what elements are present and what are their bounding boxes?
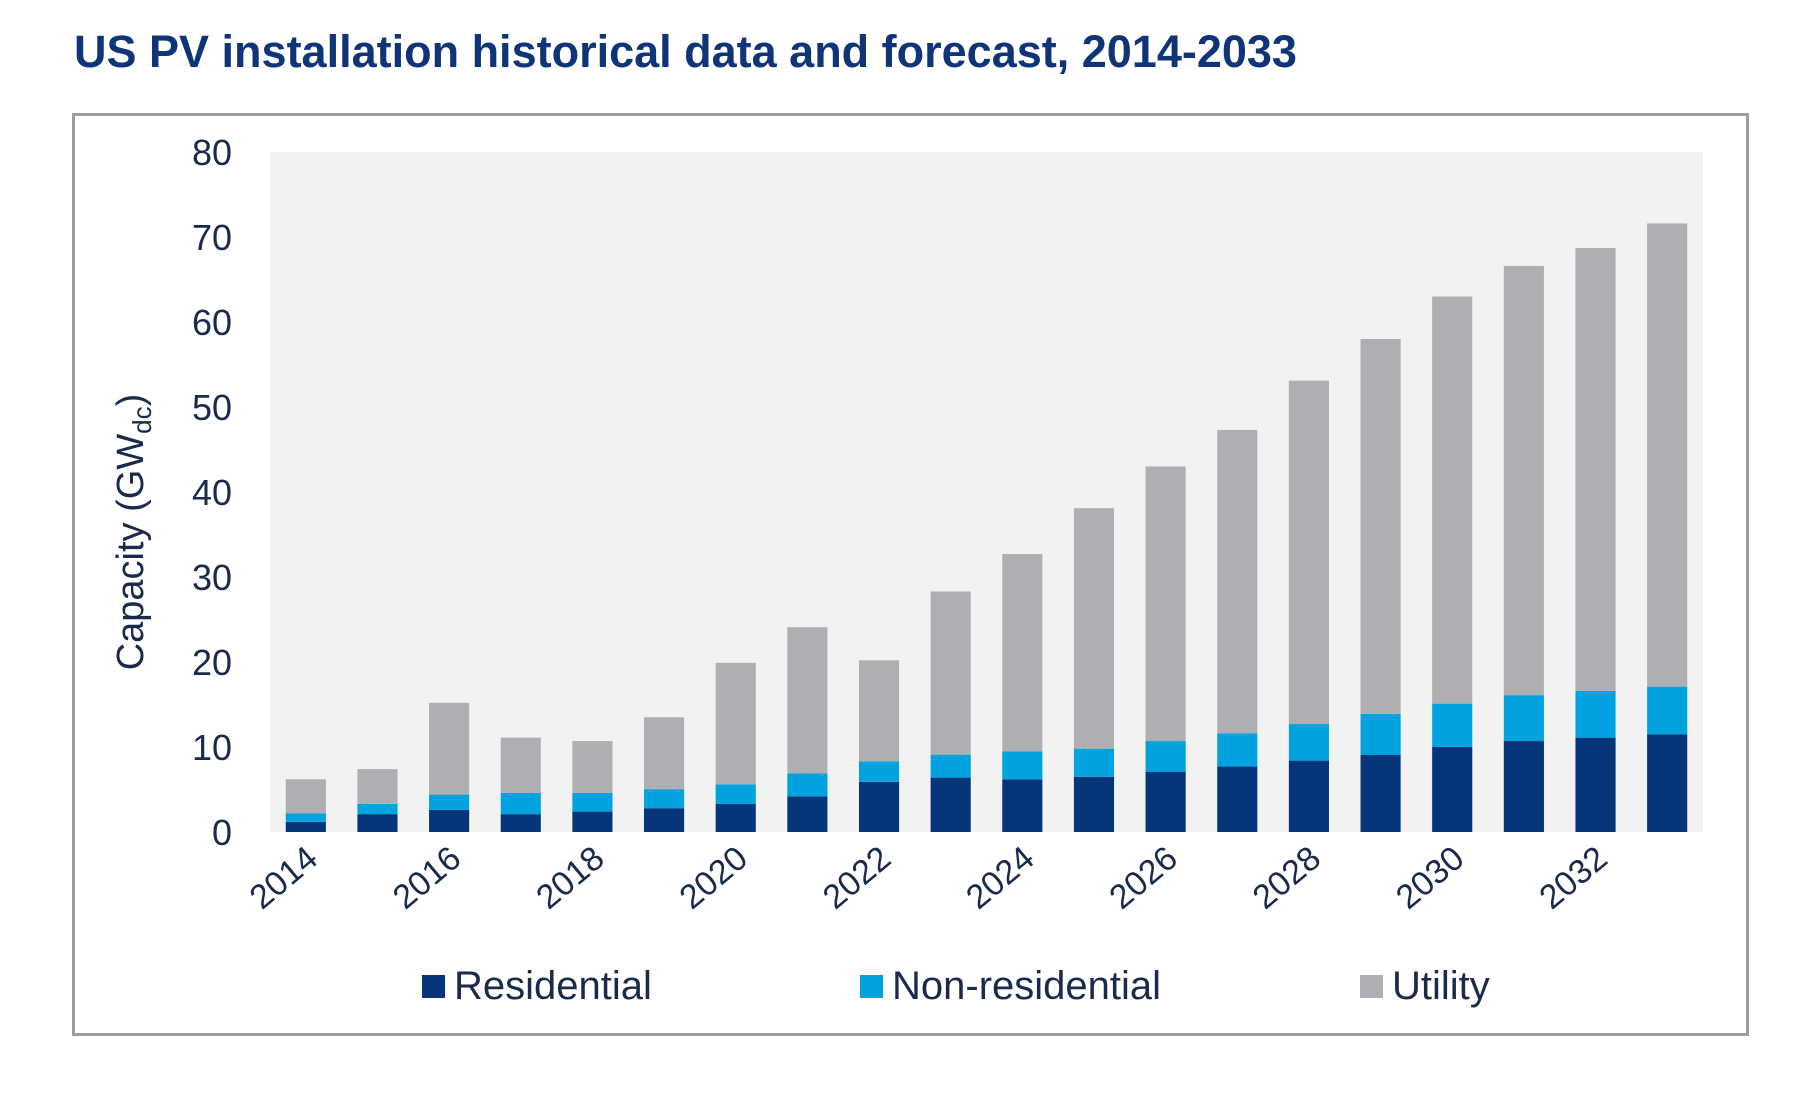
- legend-swatch: [1360, 975, 1383, 998]
- y-axis-label: Capacity (GWdc): [110, 394, 157, 671]
- y-tick-label: 10: [192, 727, 232, 768]
- x-tick-label: 2014: [243, 839, 325, 917]
- bar-non-residential-2033: [1647, 686, 1688, 735]
- bar-utility-2031: [1503, 265, 1544, 696]
- x-tick-label: 2016: [386, 839, 468, 917]
- bar-non-residential-2017: [500, 792, 541, 815]
- bar-non-residential-2014: [285, 813, 326, 822]
- bar-utility-2021: [787, 627, 828, 774]
- bar-non-residential-2032: [1575, 690, 1616, 738]
- bar-non-residential-2015: [357, 803, 398, 815]
- bar-non-residential-2018: [572, 792, 613, 812]
- bar-residential-2026: [1145, 771, 1186, 832]
- bar-residential-2019: [644, 808, 685, 832]
- bar-non-residential-2020: [715, 784, 756, 804]
- bar-utility-2018: [572, 741, 613, 793]
- bar-residential-2028: [1288, 760, 1329, 832]
- bar-non-residential-2031: [1503, 695, 1544, 742]
- bar-utility-2017: [500, 737, 541, 793]
- x-tick-label: 2024: [959, 839, 1041, 917]
- bar-residential-2014: [285, 821, 326, 832]
- bar-residential-2027: [1217, 766, 1258, 832]
- x-tick-label: 2030: [1389, 839, 1471, 917]
- bar-residential-2020: [715, 803, 756, 832]
- y-tick-label: 80: [192, 132, 232, 173]
- x-tick-label: 2020: [672, 839, 754, 917]
- y-tick-label: 0: [212, 812, 232, 853]
- bar-utility-2023: [930, 591, 971, 755]
- bar-utility-2028: [1288, 380, 1329, 725]
- x-tick-label: 2028: [1246, 839, 1328, 917]
- bar-utility-2024: [1002, 554, 1043, 752]
- bar-utility-2015: [357, 769, 398, 804]
- y-axis-ticks: 0 10 20 30 40 50 60 70 80: [192, 132, 232, 853]
- bar-non-residential-2028: [1288, 724, 1329, 761]
- bar-residential-2018: [572, 811, 613, 832]
- bar-residential-2023: [930, 777, 971, 832]
- bar-non-residential-2019: [644, 789, 685, 809]
- y-tick-label: 40: [192, 472, 232, 513]
- legend: Residential Non-residential Utility: [422, 964, 1490, 1008]
- y-tick-label: 60: [192, 302, 232, 343]
- bar-utility-2027: [1217, 429, 1258, 734]
- bar-utility-2025: [1073, 508, 1115, 749]
- bar-utility-2020: [715, 662, 756, 785]
- bar-non-residential-2029: [1360, 713, 1401, 755]
- bar-residential-2029: [1360, 754, 1401, 832]
- bar-utility-2019: [644, 717, 685, 790]
- legend-swatch: [422, 975, 445, 998]
- x-tick-label: 2032: [1532, 839, 1614, 917]
- bar-non-residential-2025: [1073, 748, 1115, 777]
- bar-residential-2032: [1575, 737, 1616, 832]
- bar-non-residential-2026: [1145, 741, 1186, 772]
- bar-residential-2022: [858, 781, 900, 832]
- bar-non-residential-2027: [1217, 733, 1258, 767]
- chart-title: US PV installation historical data and f…: [74, 26, 1297, 77]
- bar-utility-2030: [1432, 296, 1473, 704]
- bar-utility-2029: [1360, 339, 1401, 714]
- legend-label: Utility: [1392, 964, 1490, 1008]
- bar-residential-2030: [1432, 747, 1473, 832]
- legend-swatch: [860, 975, 883, 998]
- bar-residential-2033: [1647, 734, 1688, 832]
- bar-residential-2021: [787, 796, 828, 832]
- bar-non-residential-2021: [787, 773, 828, 797]
- bar-non-residential-2024: [1002, 751, 1043, 780]
- bar-residential-2025: [1073, 776, 1115, 832]
- bar-utility-2026: [1145, 466, 1186, 742]
- bar-residential-2017: [500, 814, 541, 832]
- bar-non-residential-2022: [858, 761, 900, 782]
- bar-non-residential-2030: [1432, 703, 1473, 747]
- bar-non-residential-2016: [429, 794, 470, 810]
- y-tick-label: 20: [192, 642, 232, 683]
- y-tick-label: 50: [192, 387, 232, 428]
- bar-utility-2016: [429, 702, 470, 795]
- legend-label: Non-residential: [892, 964, 1161, 1008]
- bar-residential-2024: [1002, 779, 1043, 832]
- bar-utility-2022: [858, 660, 900, 762]
- bar-residential-2015: [357, 814, 398, 832]
- bar-utility-2014: [285, 779, 326, 814]
- legend-label: Residential: [454, 964, 652, 1008]
- plot-area: [270, 152, 1703, 832]
- bar-utility-2033: [1647, 223, 1688, 687]
- x-tick-label: 2026: [1102, 839, 1184, 917]
- x-axis-ticks: 2014 2016 2018 2020 2022 2024 2026 2028 2030 2032: [243, 839, 1615, 917]
- x-tick-label: 2018: [529, 839, 611, 917]
- y-tick-label: 30: [192, 557, 232, 598]
- bar-residential-2016: [429, 809, 470, 832]
- x-tick-label: 2022: [816, 839, 898, 917]
- bar-non-residential-2023: [930, 754, 971, 778]
- y-tick-label: 70: [192, 217, 232, 258]
- bar-utility-2032: [1575, 248, 1616, 691]
- bar-residential-2031: [1503, 741, 1544, 832]
- bar-series: [285, 223, 1688, 832]
